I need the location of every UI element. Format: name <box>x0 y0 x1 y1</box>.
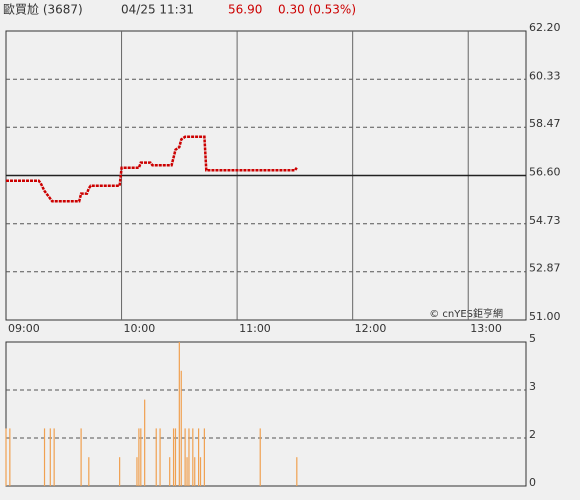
x-tick-label: 09:00 <box>8 322 40 335</box>
y-tick-label: 5 <box>529 332 536 345</box>
price-line <box>6 135 298 203</box>
watermark: © cnYES鉅亨網 <box>429 307 503 320</box>
x-tick-label: 10:00 <box>124 322 156 335</box>
y-tick-label: 51.00 <box>529 310 561 323</box>
stock-name: 歐買尬 (3687) <box>3 2 83 17</box>
y-tick-label: 54.73 <box>529 214 561 227</box>
price-change: 0.30 (0.53%) <box>278 3 356 17</box>
y-tick-label: 56.60 <box>529 166 561 179</box>
y-tick-label: 62.20 <box>529 21 561 34</box>
y-tick-label: 2 <box>529 428 536 441</box>
volume-panel <box>5 341 527 487</box>
y-tick-label: 60.33 <box>529 69 561 82</box>
quote-time: 04/25 11:31 <box>121 3 194 17</box>
x-tick-label: 13:00 <box>470 322 502 335</box>
y-tick-label: 52.87 <box>529 262 561 275</box>
x-tick-label: 12:00 <box>355 322 387 335</box>
y-tick-label: 58.47 <box>529 117 561 130</box>
y-tick-label: 3 <box>529 380 536 393</box>
last-price: 56.90 <box>228 3 262 17</box>
y-tick-label: 0 <box>529 476 536 489</box>
x-tick-label: 11:00 <box>239 322 271 335</box>
